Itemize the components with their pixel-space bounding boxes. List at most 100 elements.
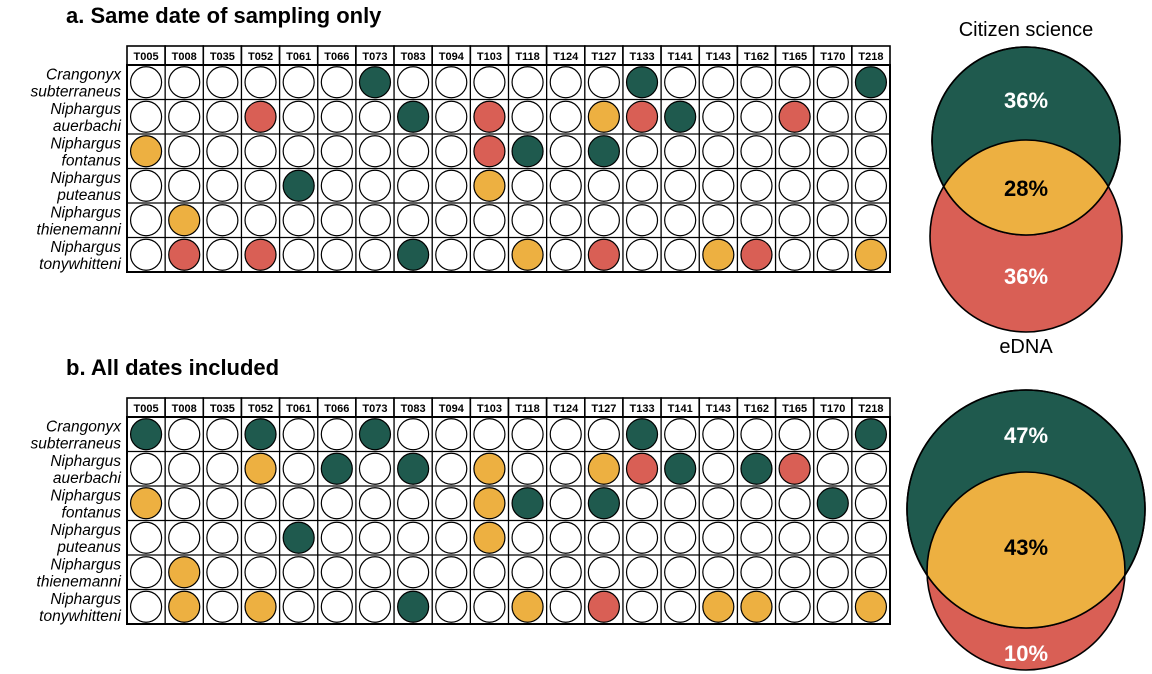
detection-dot xyxy=(131,488,162,519)
detection-dot xyxy=(169,239,200,270)
column-label: T061 xyxy=(286,403,311,415)
detection-dot xyxy=(817,488,848,519)
detection-dot xyxy=(131,67,162,98)
detection-dot xyxy=(321,170,352,201)
column-label: T008 xyxy=(172,403,197,415)
detection-dot xyxy=(131,522,162,553)
species-epithet-label: fontanus xyxy=(62,504,122,521)
detection-dot xyxy=(359,591,390,622)
column-label: T035 xyxy=(210,51,235,63)
detection-dot xyxy=(359,101,390,132)
detection-dot xyxy=(627,488,658,519)
venn-label-citizen-science: Citizen science xyxy=(959,19,1094,41)
detection-dot xyxy=(855,591,886,622)
detection-dot xyxy=(359,522,390,553)
detection-dot xyxy=(550,557,581,588)
detection-dot xyxy=(550,591,581,622)
detection-dot xyxy=(207,67,238,98)
detection-dot xyxy=(283,522,314,553)
detection-dot xyxy=(207,557,238,588)
detection-dot xyxy=(474,522,505,553)
detection-dot xyxy=(169,557,200,588)
detection-dot xyxy=(283,205,314,236)
detection-dot xyxy=(169,488,200,519)
column-label: T052 xyxy=(248,51,273,63)
species-epithet-label: auerbachi xyxy=(53,118,122,135)
detection-dot xyxy=(512,136,543,167)
column-label: T218 xyxy=(858,51,883,63)
detection-dot xyxy=(245,67,276,98)
detection-dot xyxy=(665,170,696,201)
detection-dot xyxy=(398,239,429,270)
detection-dot xyxy=(283,170,314,201)
detection-dot xyxy=(398,557,429,588)
column-label: T165 xyxy=(782,403,807,415)
detection-dot xyxy=(855,419,886,450)
detection-dot xyxy=(588,136,619,167)
column-label: T005 xyxy=(134,403,159,415)
detection-dot xyxy=(245,557,276,588)
detection-dot xyxy=(398,453,429,484)
detection-dot xyxy=(436,67,467,98)
detection-dot xyxy=(321,522,352,553)
detection-dot xyxy=(703,488,734,519)
detection-dot xyxy=(512,453,543,484)
detection-dot xyxy=(665,453,696,484)
detection-dot xyxy=(627,136,658,167)
detection-dot xyxy=(474,591,505,622)
detection-dot xyxy=(627,591,658,622)
detection-dot xyxy=(665,205,696,236)
detection-dot xyxy=(321,239,352,270)
detection-dot xyxy=(169,419,200,450)
detection-dot xyxy=(169,453,200,484)
detection-dot xyxy=(779,419,810,450)
species-genus-label: Niphargus xyxy=(50,101,121,118)
column-label: T008 xyxy=(172,51,197,63)
detection-dot xyxy=(436,136,467,167)
panel-a: a. Same date of sampling only T005 T008 T03… xyxy=(31,3,890,273)
species-genus-label: Niphargus xyxy=(50,170,121,187)
detection-dot xyxy=(245,205,276,236)
detection-dot xyxy=(741,136,772,167)
detection-dot xyxy=(207,239,238,270)
detection-dot xyxy=(703,136,734,167)
detection-dot xyxy=(550,453,581,484)
detection-dot xyxy=(245,170,276,201)
venn-b: 47%43%10% xyxy=(907,390,1145,670)
detection-dot xyxy=(855,136,886,167)
venn-overlap-percent: 43% xyxy=(1004,535,1048,560)
detection-dot xyxy=(512,205,543,236)
detection-dot xyxy=(512,522,543,553)
detection-dot xyxy=(588,522,619,553)
detection-dot xyxy=(779,522,810,553)
detection-dot xyxy=(245,453,276,484)
species-epithet-label: thienemanni xyxy=(37,573,122,590)
detection-dot xyxy=(627,419,658,450)
detection-dot xyxy=(550,101,581,132)
detection-dot xyxy=(665,67,696,98)
detection-dot xyxy=(474,101,505,132)
detection-dot xyxy=(817,557,848,588)
species-genus-label: Niphargus xyxy=(50,453,121,470)
detection-dot xyxy=(779,239,810,270)
detection-dot xyxy=(588,557,619,588)
detection-dot xyxy=(283,488,314,519)
detection-dot xyxy=(665,239,696,270)
detection-dot xyxy=(855,205,886,236)
detection-dot xyxy=(207,136,238,167)
detection-dot xyxy=(436,488,467,519)
detection-dot xyxy=(703,453,734,484)
detection-dot xyxy=(741,67,772,98)
detection-dot xyxy=(588,239,619,270)
detection-dot xyxy=(474,453,505,484)
detection-dot xyxy=(436,170,467,201)
detection-dot xyxy=(512,67,543,98)
column-label: T083 xyxy=(401,403,426,415)
venn-label-edna: eDNA xyxy=(999,336,1053,358)
detection-dot xyxy=(627,170,658,201)
detection-dot xyxy=(779,136,810,167)
species-epithet-label: subterraneus xyxy=(31,83,122,100)
detection-dot xyxy=(855,101,886,132)
species-genus-label: Niphargus xyxy=(50,522,121,539)
detection-dot xyxy=(703,557,734,588)
